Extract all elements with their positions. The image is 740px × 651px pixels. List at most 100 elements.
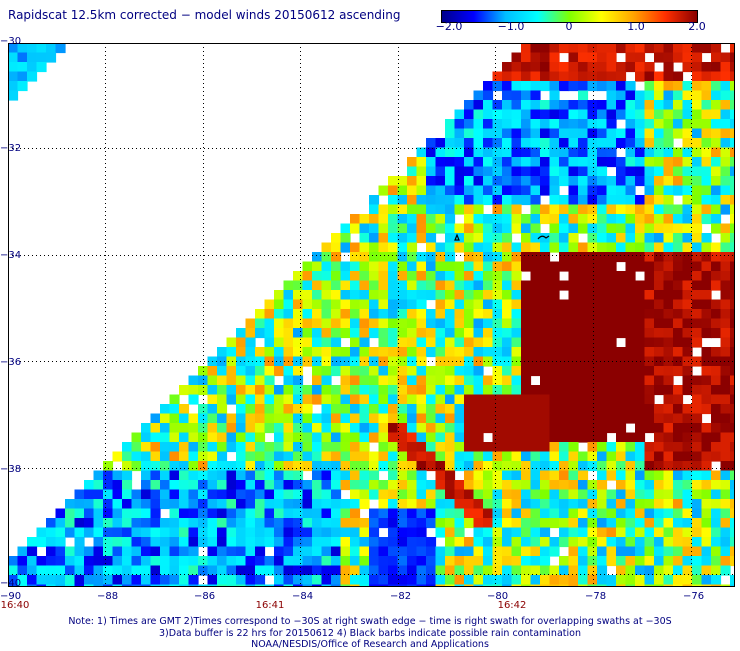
swath-cell [711, 423, 722, 434]
swath-cell [559, 43, 570, 54]
swath-cell [654, 470, 665, 481]
swath-cell [283, 413, 294, 424]
swath-cell [663, 423, 674, 434]
swath-cell [540, 413, 551, 424]
swath-cell [568, 318, 579, 329]
swath-cell [302, 489, 313, 500]
swath-cell [407, 461, 418, 472]
swath-cell [473, 185, 484, 196]
swath-cell [483, 185, 494, 196]
swath-cell [103, 518, 114, 529]
swath-cell [625, 147, 636, 158]
swath-cell [483, 100, 494, 111]
swath-cell [521, 432, 532, 443]
swath-cell [606, 261, 617, 272]
swath-cell [578, 385, 589, 396]
swath-cell [606, 62, 617, 73]
swath-cell [169, 451, 180, 462]
swath-cell [587, 375, 598, 386]
swath-cell [179, 518, 190, 529]
swath-cell [359, 413, 370, 424]
swath-cell [530, 451, 541, 462]
swath-cell [426, 565, 437, 576]
swath-cell [236, 489, 247, 500]
swath-cell [350, 271, 361, 282]
swath-cell [492, 442, 503, 453]
swath-cell [654, 451, 665, 462]
swath-cell [597, 223, 608, 234]
swath-cell [350, 584, 361, 587]
swath-cell [464, 404, 475, 415]
swath-cell [93, 556, 104, 567]
swath-cell [84, 556, 95, 567]
swath-cell [312, 432, 323, 443]
swath-cell [701, 252, 712, 263]
swath-cell [673, 204, 684, 215]
swath-cell [654, 480, 665, 491]
swath-cell [502, 423, 513, 434]
swath-cell [274, 299, 285, 310]
swath-cell [511, 128, 522, 139]
swath-cell [302, 413, 313, 424]
swath-cell [511, 290, 522, 301]
swath-cell [663, 347, 674, 358]
swath-cell [369, 366, 380, 377]
swath-cell [416, 347, 427, 358]
swath-cell [549, 328, 560, 339]
swath-cell [169, 556, 180, 567]
swath-cell [635, 290, 646, 301]
swath-cell [179, 537, 190, 548]
swath-cell [340, 508, 351, 519]
swath-cell [511, 499, 522, 510]
swath-cell [549, 242, 560, 253]
swath-cell [397, 499, 408, 510]
swath-cell [635, 584, 646, 587]
swath-cell [720, 280, 731, 291]
swath-cell [340, 328, 351, 339]
swath-cell [730, 527, 735, 538]
swath-cell [112, 537, 123, 548]
swath-cell [730, 176, 735, 187]
swath-cell [93, 518, 104, 529]
swath-cell [188, 385, 199, 396]
swath-cell [511, 518, 522, 529]
swath-cell [350, 508, 361, 519]
swath-cell [198, 565, 209, 576]
swath-cell [255, 518, 266, 529]
swath-cell [255, 347, 266, 358]
swath-cell [141, 451, 152, 462]
swath-cell [141, 527, 152, 538]
swath-cell [568, 489, 579, 500]
swath-cell [578, 518, 589, 529]
swath-cell [141, 575, 152, 586]
swath-cell [160, 423, 171, 434]
swath-cell [226, 546, 237, 557]
swath-cell [597, 470, 608, 481]
swath-cell [483, 394, 494, 405]
swath-cell [663, 508, 674, 519]
swath-cell [597, 52, 608, 63]
swath-cell [350, 375, 361, 386]
swath-cell [464, 442, 475, 453]
swath-cell [492, 261, 503, 272]
swath-cell [407, 261, 418, 272]
swath-cell [198, 375, 209, 386]
swath-cell [540, 242, 551, 253]
swath-cell [416, 527, 427, 538]
swath-cell [388, 366, 399, 377]
swath-cell [673, 71, 684, 82]
swath-cell [635, 223, 646, 234]
swath-cell [549, 43, 560, 54]
swath-cell [473, 100, 484, 111]
swath-cell [682, 119, 693, 130]
swath-cell [682, 147, 693, 158]
swath-cell [559, 347, 570, 358]
swath-cell [673, 318, 684, 329]
swath-cell [692, 128, 703, 139]
swath-cell [530, 537, 541, 548]
swath-cell [587, 347, 598, 358]
swath-cell [65, 584, 76, 587]
swath-cell [730, 128, 735, 139]
swath-cell [407, 518, 418, 529]
swath-cell [350, 328, 361, 339]
